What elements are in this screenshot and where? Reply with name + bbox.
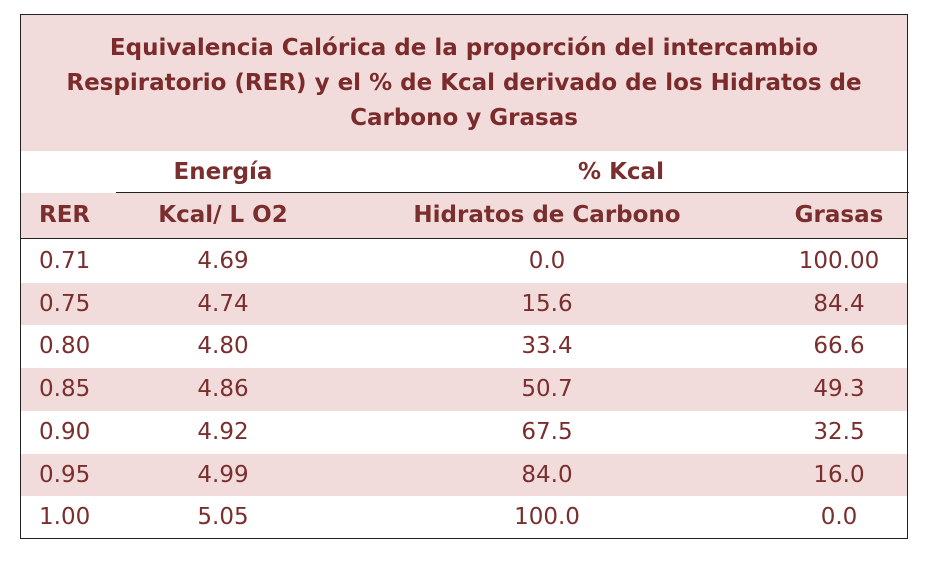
table-cell: 84.0 <box>521 461 573 488</box>
table-cell: 33.4 <box>521 333 573 360</box>
row-band <box>21 282 907 326</box>
table-cell: 5.05 <box>197 504 249 531</box>
column-header: RER <box>39 202 91 228</box>
table-cell: 0.85 <box>39 376 91 403</box>
table-cell: 4.92 <box>197 418 249 445</box>
table-cell: 4.80 <box>197 333 249 360</box>
table-cell: 49.3 <box>813 376 865 403</box>
column-header: Hidratos de Carbono <box>413 202 681 228</box>
row-band <box>21 453 907 497</box>
table-cell: 0.71 <box>39 248 91 274</box>
title-line: Respiratorio (RER) y el % de Kcal deriva… <box>66 69 862 96</box>
table-cell: 0.80 <box>39 333 91 360</box>
table-cell: 0.90 <box>39 418 91 445</box>
column-header: Grasas <box>794 202 884 228</box>
table-cell: 4.99 <box>197 461 249 488</box>
table-cell: 4.86 <box>197 376 249 403</box>
table-cell: 4.69 <box>197 248 249 274</box>
table-cell: 84.4 <box>813 290 865 317</box>
table-title: Equivalencia Calórica de la proporción d… <box>21 15 907 151</box>
table: Equivalencia Calórica de la proporción d… <box>20 14 909 539</box>
group-header: % Kcal <box>578 159 664 185</box>
rule <box>116 192 909 193</box>
group-header: Energía <box>173 159 273 185</box>
table-cell: 66.6 <box>813 333 865 360</box>
title-line: Equivalencia Calórica de la proporción d… <box>109 34 819 61</box>
table-cell: 0.95 <box>39 461 91 488</box>
column-header: Kcal/ L O2 <box>158 202 288 228</box>
table-cell: 100.00 <box>798 248 880 274</box>
title-line: Carbono y Grasas <box>350 104 578 131</box>
table-cell: 0.0 <box>528 248 566 274</box>
row-band <box>21 368 907 411</box>
table-cell: 4.74 <box>197 290 249 317</box>
rule <box>21 238 907 239</box>
table-cell: 32.5 <box>813 418 865 445</box>
table-cell: 67.5 <box>521 418 573 445</box>
table-cell: 1.00 <box>39 504 91 531</box>
table-cell: 16.0 <box>813 461 865 488</box>
table-cell: 0.0 <box>820 504 858 531</box>
table-cell: 15.6 <box>521 290 573 317</box>
table-cell: 0.75 <box>39 290 91 317</box>
table-cell: 50.7 <box>521 376 573 403</box>
header-band <box>21 193 907 238</box>
table-cell: 100.0 <box>514 504 580 531</box>
